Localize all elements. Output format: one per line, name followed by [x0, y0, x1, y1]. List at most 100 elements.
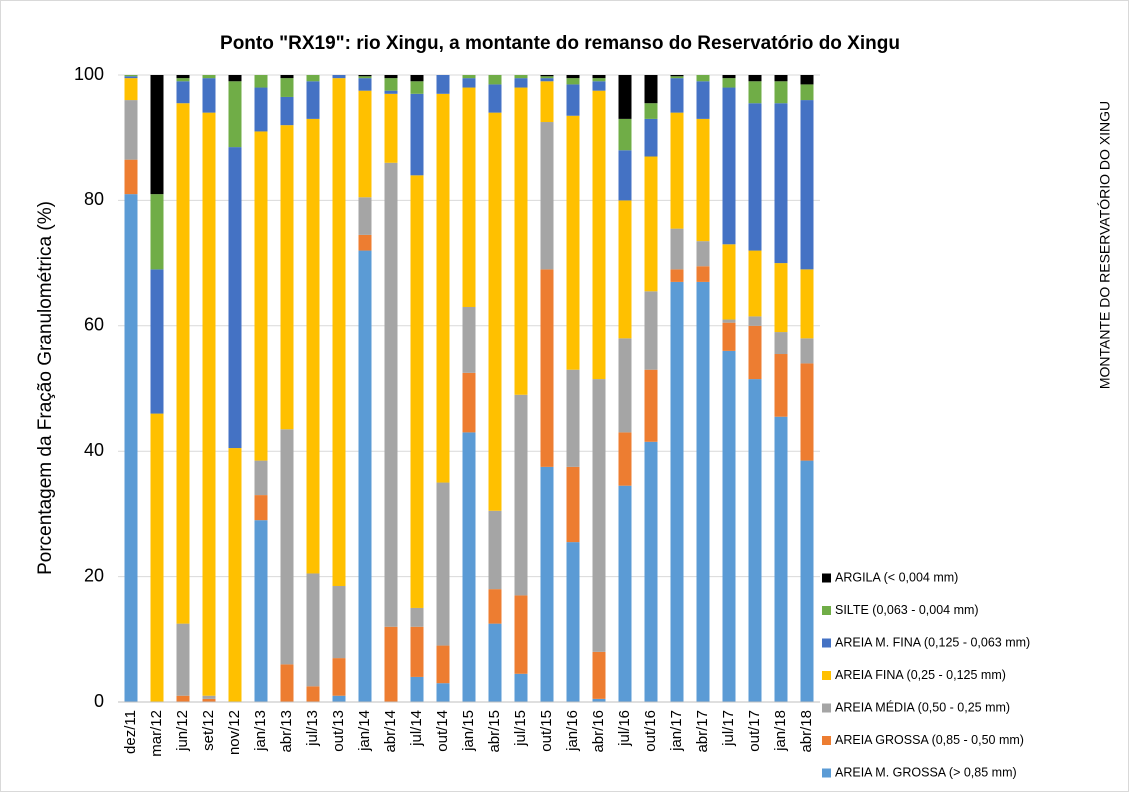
x-tick-label: out/16: [642, 710, 659, 752]
bar-segment: [800, 460, 814, 702]
bar-segment: [462, 75, 476, 79]
bar-segment: [722, 319, 736, 323]
bar-segment: [670, 228, 684, 270]
x-tick-label: jan/17: [668, 710, 685, 752]
bar-segment: [696, 81, 710, 119]
bar-segment: [384, 75, 398, 79]
bar-segment: [670, 112, 684, 229]
bar-segment: [722, 350, 736, 702]
y-tick-label: 80: [84, 189, 104, 209]
y-tick-label: 100: [74, 64, 104, 84]
bar-segment: [748, 379, 762, 702]
legend-label: AREIA M. GROSSA (> 0,85 mm): [835, 765, 1017, 779]
bar-segment: [176, 75, 190, 79]
bar-segment: [306, 686, 320, 702]
bar-segment: [358, 90, 372, 198]
y-tick-label: 40: [84, 440, 104, 460]
x-tick-label: abr/17: [694, 710, 711, 753]
legend-label: SILTE (0,063 - 0,004 mm): [835, 603, 979, 617]
bar-segment: [254, 87, 268, 132]
bar-segment: [722, 78, 736, 88]
bar-segment: [124, 194, 138, 702]
bar-segment: [124, 100, 138, 160]
x-tick-label: jul/13: [304, 710, 321, 747]
bar-segment: [514, 595, 528, 674]
bar-segment: [696, 118, 710, 242]
bar-segment: [800, 75, 814, 85]
legend-swatch: [822, 671, 831, 680]
bar-segment: [618, 118, 632, 151]
bar-segment: [436, 683, 450, 702]
bar-segment: [384, 78, 398, 91]
bar-segment: [462, 87, 476, 307]
bar-segment: [462, 78, 476, 88]
bar-segment: [618, 338, 632, 433]
legend-label: AREIA FINA (0,25 - 0,125 mm): [835, 668, 1006, 682]
bar-segment: [228, 75, 242, 82]
y-tick-label: 20: [84, 565, 104, 585]
bar-segment: [644, 118, 658, 157]
x-tick-label: abr/15: [486, 710, 503, 753]
bar-segment: [618, 432, 632, 486]
bar-segment: [800, 269, 814, 339]
bar-segment: [358, 197, 372, 235]
bar-segment: [358, 75, 372, 77]
chart-title: Ponto "RX19": rio Xingu, a montante do r…: [220, 33, 900, 54]
legend-label: ARGILA (< 0,004 mm): [835, 570, 958, 584]
bar-segment: [644, 75, 658, 104]
bar-segment: [488, 75, 502, 85]
bar-segment: [696, 266, 710, 282]
bar-segment: [176, 695, 190, 702]
bar-segment: [358, 234, 372, 251]
bar-segment: [488, 84, 502, 113]
bar-segment: [254, 520, 268, 702]
bar-segment: [592, 78, 606, 82]
bar-segment: [436, 93, 450, 483]
x-tick-label: jul/17: [720, 710, 737, 747]
bar-segment: [254, 131, 268, 461]
bar-segment: [436, 75, 450, 94]
bar-segment: [436, 482, 450, 646]
bar-segment: [748, 75, 762, 82]
bar-segment: [592, 75, 606, 79]
bar-segment: [228, 81, 242, 148]
bar-segment: [176, 623, 190, 696]
bar-segment: [462, 372, 476, 433]
bar-segment: [540, 76, 554, 79]
legend-swatch: [822, 768, 831, 778]
bar-segment: [254, 460, 268, 496]
legend-swatch: [822, 703, 831, 713]
bar-segment: [410, 626, 424, 677]
legend-label: AREIA GROSSA (0,85 - 0,50 mm): [835, 733, 1024, 747]
bar-segment: [384, 162, 398, 627]
bar-segment: [124, 78, 138, 101]
bar-segment: [774, 103, 788, 264]
bar-segment: [748, 81, 762, 104]
x-tick-label: jul/16: [616, 710, 633, 747]
bar-segment: [202, 75, 216, 79]
bar-segment: [644, 103, 658, 119]
bar-segment: [332, 75, 346, 79]
bar-segment: [202, 78, 216, 113]
bar-segment: [306, 81, 320, 119]
bar-segment: [306, 573, 320, 687]
x-tick-label: jul/15: [512, 710, 529, 747]
bar-segment: [280, 96, 294, 126]
bar-segment: [202, 698, 216, 702]
bar-segment: [774, 263, 788, 333]
bar-segment: [332, 658, 346, 696]
bar-segment: [410, 93, 424, 176]
bar-segment: [384, 626, 398, 702]
bar-segment: [150, 413, 164, 702]
bar-segment: [332, 78, 346, 587]
x-tick-label: abr/14: [382, 710, 399, 753]
bar-segment: [202, 695, 216, 699]
legend-label: AREIA MÉDIA (0,50 - 0,25 mm): [835, 699, 1010, 714]
bar-segment: [696, 75, 710, 82]
bar-segment: [306, 118, 320, 574]
y-tick-label: 0: [94, 691, 104, 711]
bar-segment: [618, 485, 632, 702]
bar-segment: [514, 673, 528, 702]
x-tick-label: jan/14: [356, 710, 373, 752]
